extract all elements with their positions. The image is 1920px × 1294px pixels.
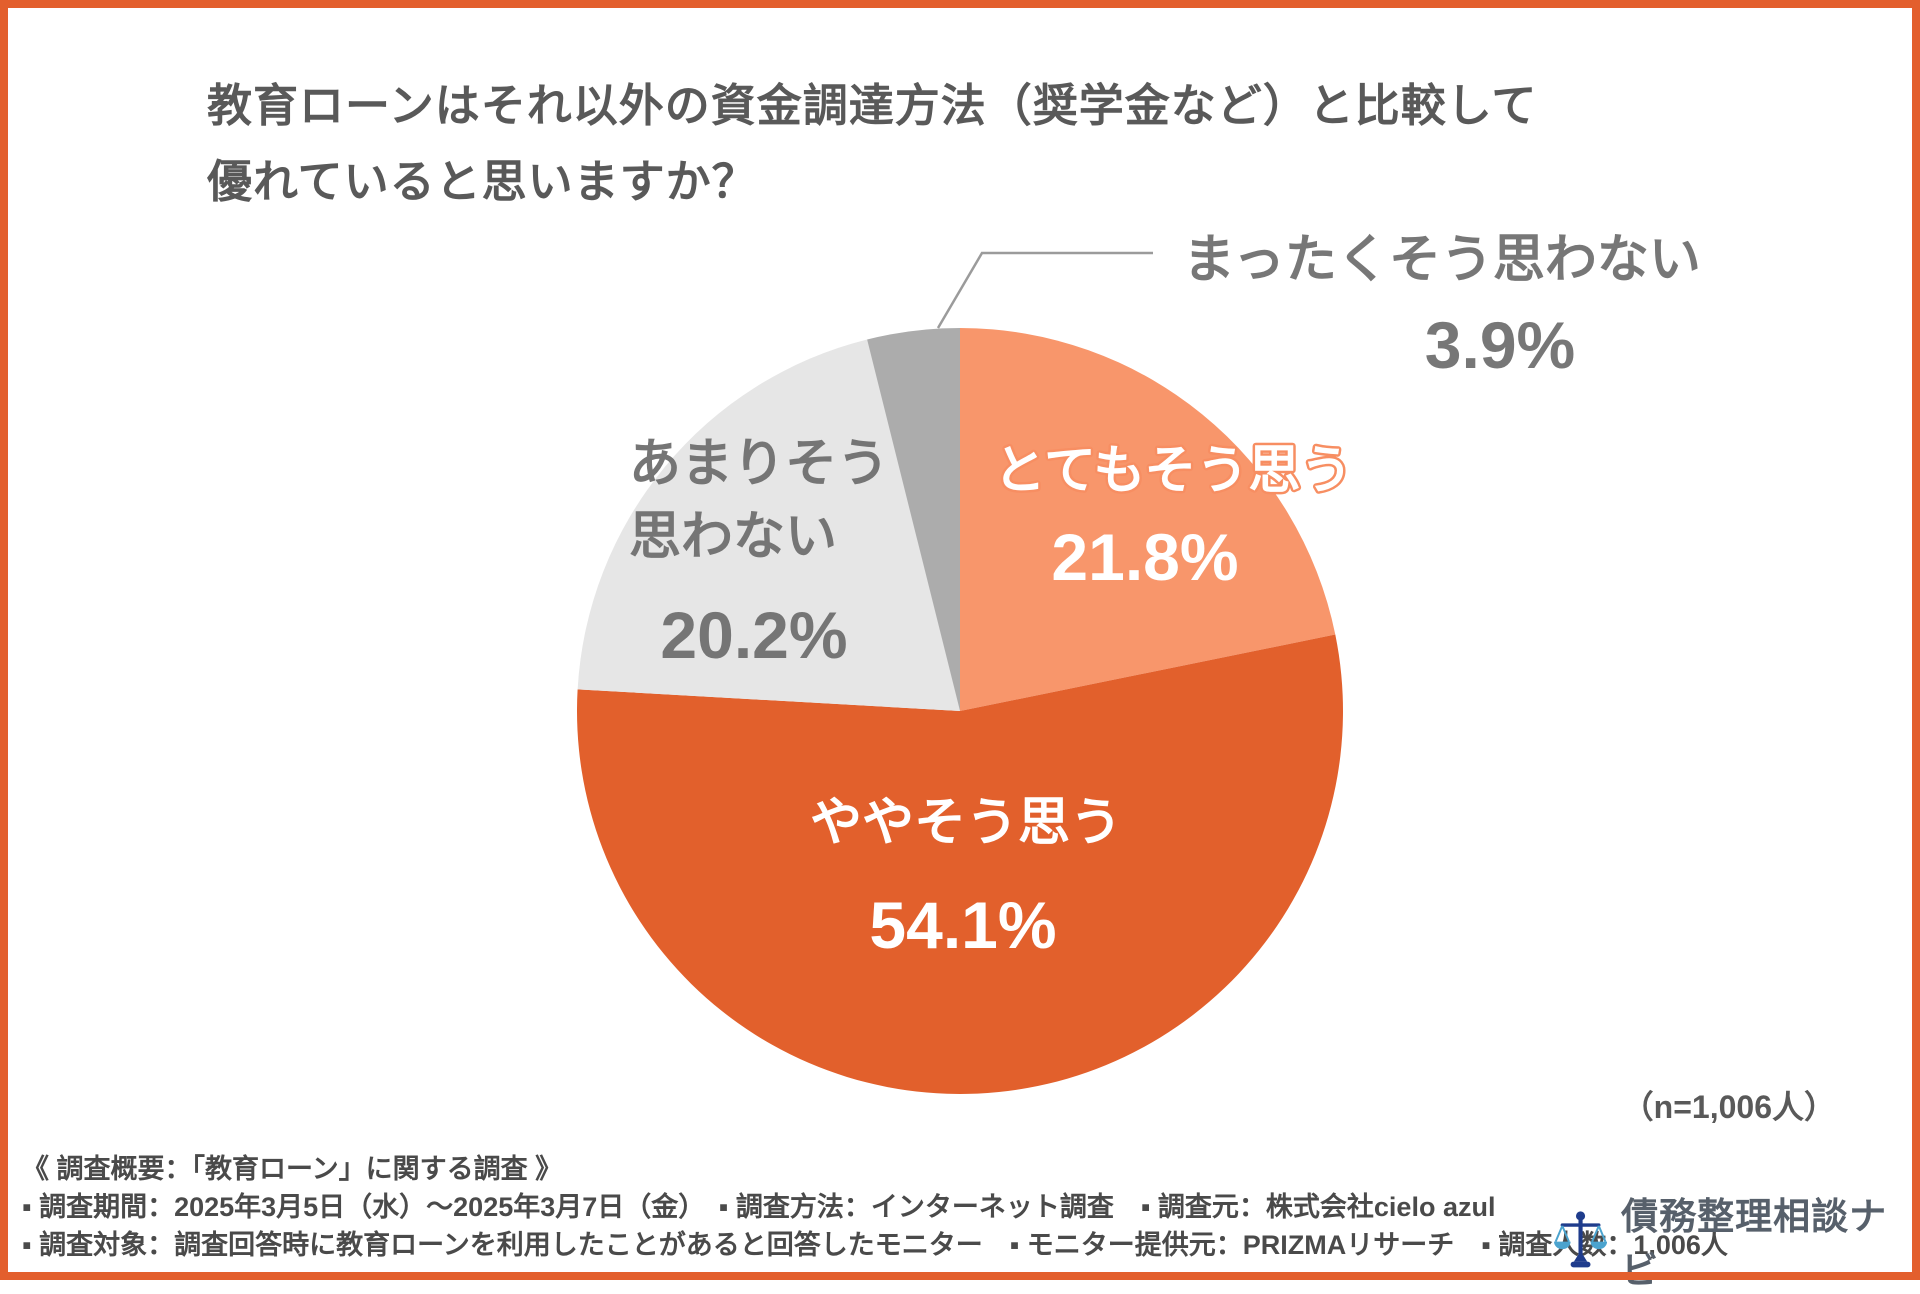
survey-overview-title: 《 調査概要：「教育ローン」に関する調査 》 xyxy=(22,1154,563,1184)
title-line-2: 優れていると思いますか？ xyxy=(207,156,758,207)
slice-label-somewhat-disagree-line2: 思わない xyxy=(629,508,837,566)
scales-of-justice-icon xyxy=(1554,1211,1608,1268)
page-title: 教育ローンはそれ以外の資金調達方法（奨学金など）と比較して 優れていると思います… xyxy=(207,68,1537,220)
slice-label-somewhat-disagree-line1: あまりそう xyxy=(629,435,889,493)
slice-label-somewhat-agree: ややそう思う xyxy=(810,794,1122,852)
survey-overview-line2: ▪ 調査期間：2025年3月5日（水）～2025年3月7日（金） ▪ 調査方法：… xyxy=(22,1192,1496,1222)
slice-value-strongly-agree: 21.8% xyxy=(1051,520,1238,594)
pie-slice-0 xyxy=(960,328,1336,711)
pie-slice-2 xyxy=(577,339,960,711)
site-logo-text: 債務整理相談ナビ xyxy=(1621,1197,1888,1292)
title-line-1: 教育ローンはそれ以外の資金調達方法（奨学金など）と比較して xyxy=(207,80,1538,131)
leader-line-strongly-disagree xyxy=(936,251,1153,329)
site-logo: 債務整理相談ナビ xyxy=(1554,1186,1920,1294)
pie-slices xyxy=(576,328,1343,1095)
survey-overview: 《 調査概要：「教育ローン」に関する調査 》 ▪ 調査期間：2025年3月5日（… xyxy=(22,1150,1728,1264)
slice-label-strongly-disagree: まったくそう思わない xyxy=(1183,231,1701,289)
pie-slice-1 xyxy=(576,634,1343,1095)
slice-label-strongly-agree: とてもそう思う xyxy=(994,442,1353,500)
survey-overview-line3: ▪ 調査対象：調査回答時に教育ローンを利用したことがあると回答したモニター ▪ … xyxy=(22,1230,1728,1260)
slice-value-somewhat-agree: 54.1% xyxy=(869,888,1056,962)
slice-value-strongly-disagree: 3.9% xyxy=(1425,308,1575,382)
sample-size-note: （n=1,006人） xyxy=(1621,1089,1836,1125)
slice-value-somewhat-disagree: 20.2% xyxy=(660,598,847,672)
pie-slice-3 xyxy=(867,328,960,711)
